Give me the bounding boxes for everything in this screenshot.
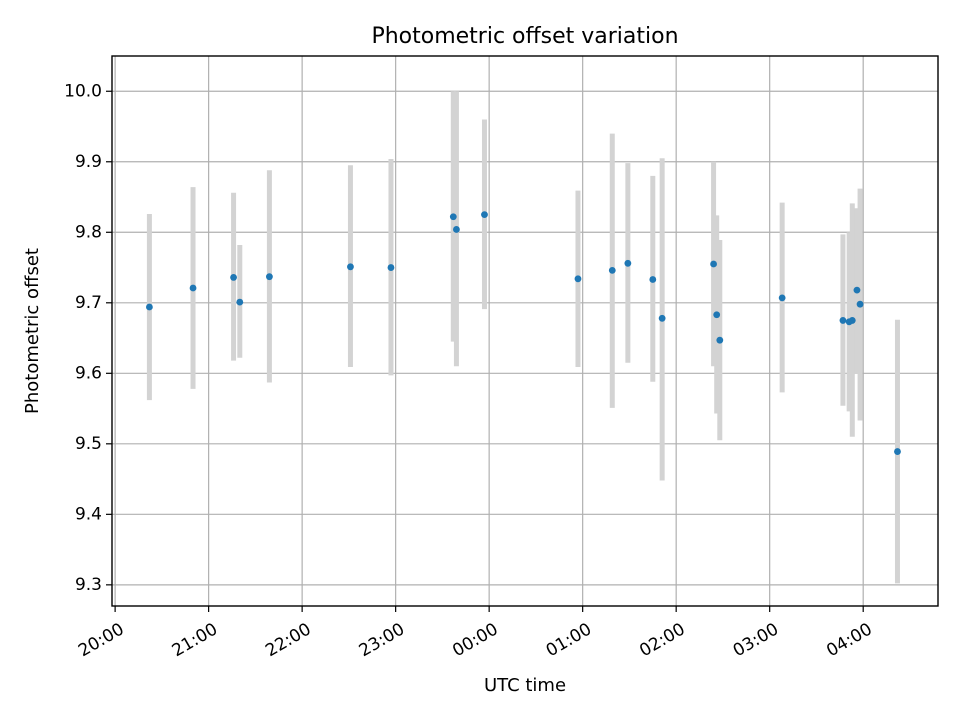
- data-points: [146, 211, 901, 455]
- y-tick-label: 9.8: [75, 222, 102, 242]
- data-point: [716, 336, 724, 344]
- y-tick-label: 9.7: [75, 293, 102, 313]
- data-point: [839, 317, 847, 324]
- data-point: [608, 266, 616, 274]
- y-tick-label: 9.3: [75, 575, 102, 595]
- data-point: [848, 317, 856, 324]
- data-point: [710, 260, 717, 268]
- data-point: [236, 298, 244, 306]
- y-axis-ticks: 9.3 9.4 9.5 9.6 9.7 9.8 9.9 10.0: [64, 81, 112, 595]
- data-point: [230, 274, 237, 281]
- data-point: [778, 294, 786, 302]
- plot-frame: [111, 55, 939, 607]
- data-point: [856, 300, 864, 308]
- data-point: [713, 311, 721, 319]
- data-point: [649, 276, 657, 283]
- data-point: [189, 284, 197, 292]
- data-point: [481, 211, 488, 219]
- y-tick-label: 9.5: [75, 434, 102, 454]
- data-point: [894, 448, 901, 455]
- data-point: [574, 275, 582, 283]
- data-point: [853, 286, 861, 294]
- x-axis-label: UTC time: [484, 675, 566, 696]
- y-tick-label: 9.6: [75, 363, 102, 383]
- y-tick-label: 9.9: [75, 152, 102, 172]
- data-point: [146, 303, 153, 311]
- data-point: [387, 264, 395, 271]
- y-tick-label: 10.0: [64, 81, 102, 101]
- data-point: [658, 314, 666, 322]
- y-tick-label: 9.4: [75, 504, 102, 524]
- data-point: [347, 263, 354, 271]
- data-point: [453, 226, 460, 233]
- grid: [112, 56, 938, 606]
- data-point: [266, 273, 273, 281]
- data-point: [624, 259, 632, 267]
- y-axis-label: Photometric offset: [22, 248, 43, 414]
- chart-title: Photometric offset variation: [371, 24, 678, 49]
- data-point: [449, 213, 457, 221]
